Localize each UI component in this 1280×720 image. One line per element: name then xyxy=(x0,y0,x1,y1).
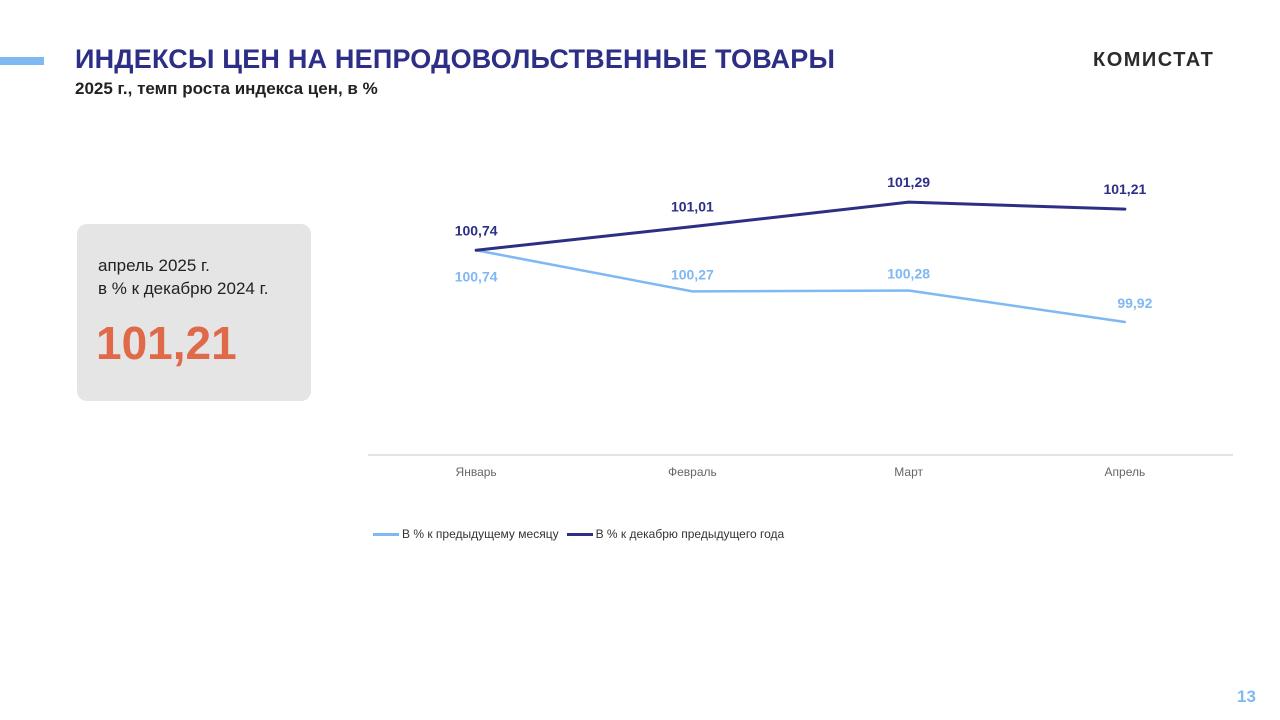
series-line-monthly xyxy=(474,249,1127,324)
series-line-dec xyxy=(474,200,1127,252)
legend-swatch-dec xyxy=(566,532,593,536)
data-label-dec: 101,21 xyxy=(1103,181,1146,197)
kpi-card: апрель 2025 г. в % к декабрю 2024 г. 101… xyxy=(77,224,311,401)
legend-item-monthly: В % к предыдущему месяцу xyxy=(373,527,559,541)
legend-swatch-monthly xyxy=(373,532,399,536)
data-label-dec: 100,74 xyxy=(455,222,498,238)
data-label-monthly: 100,74 xyxy=(455,268,498,284)
komistat-logo: КОМИСТАТ xyxy=(1093,49,1215,71)
legend-label-monthly: В % к предыдущему месяцу xyxy=(402,527,559,541)
chart-legend: В % к предыдущему месяцу В % к декабрю п… xyxy=(373,527,792,541)
data-label-monthly: 100,27 xyxy=(671,266,714,282)
kpi-value: 101,21 xyxy=(96,317,237,369)
kpi-label: апрель 2025 г. в % к декабрю 2024 г. xyxy=(98,254,268,300)
page-subtitle: 2025 г., темп роста индекса цен, в % xyxy=(75,79,378,98)
kpi-label-line2: в % к декабрю 2024 г. xyxy=(98,279,269,298)
data-label-monthly: 100,28 xyxy=(887,266,930,282)
x-tick-label: Январь xyxy=(456,465,497,479)
data-label-monthly: 99,92 xyxy=(1117,295,1152,311)
data-label-dec: 101,29 xyxy=(887,174,930,190)
x-tick-label: Март xyxy=(894,465,923,479)
page-number: 13 xyxy=(1237,687,1256,706)
kpi-label-line1: апрель 2025 г. xyxy=(98,256,210,275)
accent-bar xyxy=(0,57,44,65)
data-label-dec: 101,01 xyxy=(671,199,714,215)
x-tick-label: Апрель xyxy=(1105,465,1146,479)
x-tick-label: Февраль xyxy=(668,465,717,479)
legend-item-dec: В % к декабрю предыдущего года xyxy=(566,527,785,541)
page-title: ИНДЕКСЫ ЦЕН НА НЕПРОДОВОЛЬСТВЕННЫЕ ТОВАР… xyxy=(75,44,836,74)
legend-label-dec: В % к декабрю предыдущего года xyxy=(595,527,785,541)
